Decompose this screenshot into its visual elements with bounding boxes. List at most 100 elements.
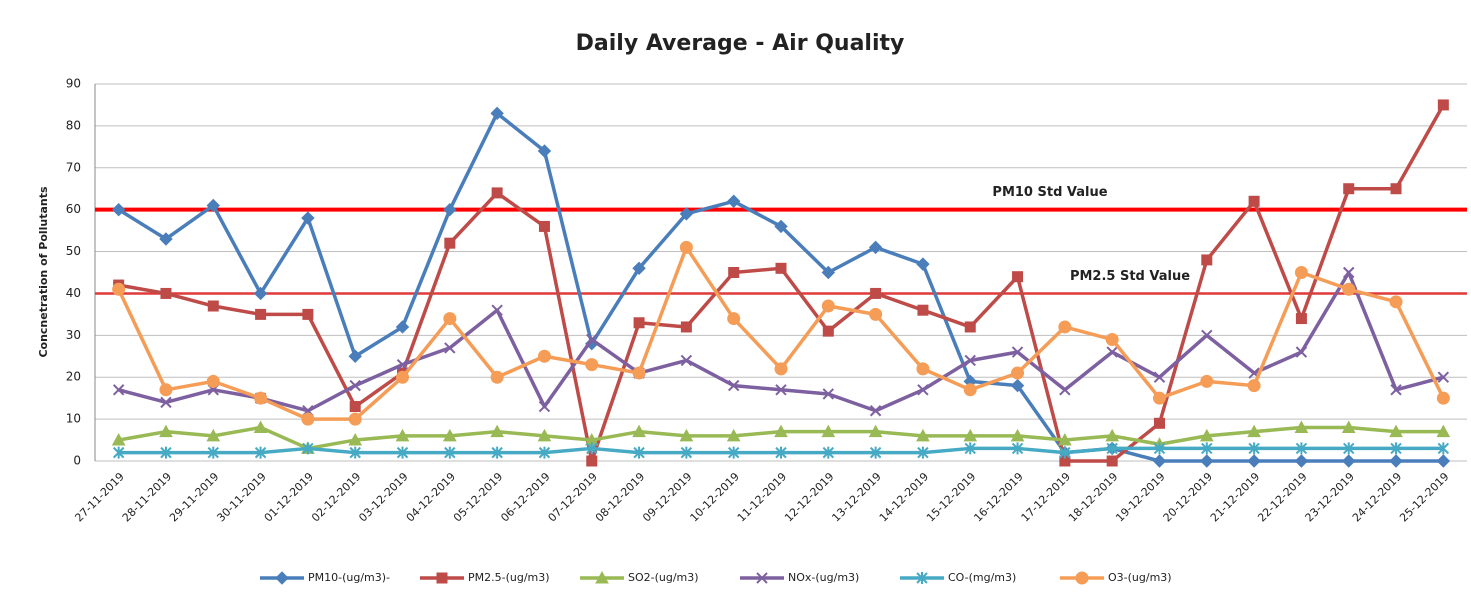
marker (1437, 442, 1450, 455)
marker (822, 325, 834, 337)
marker (964, 442, 976, 455)
chart-title: Daily Average - Air Quality (576, 31, 905, 56)
y-tick-label: 30 (66, 328, 81, 342)
x-tick-label: 23-12-2019 (1303, 470, 1357, 524)
marker (1294, 454, 1309, 468)
marker (680, 446, 693, 459)
marker (586, 333, 598, 346)
marker (1058, 320, 1072, 334)
marker (822, 388, 835, 400)
marker (1247, 379, 1261, 393)
marker (679, 428, 694, 442)
marker (395, 320, 410, 334)
marker (775, 384, 787, 396)
marker (111, 433, 126, 446)
x-tick-label: 12-12-2019 (782, 470, 836, 524)
marker (1059, 446, 1071, 459)
marker (1389, 454, 1403, 468)
marker (1152, 391, 1166, 405)
marker (1152, 454, 1167, 468)
marker (1390, 183, 1402, 195)
x-tick-label: 04-12-2019 (404, 470, 458, 524)
marker (727, 446, 740, 459)
marker (632, 424, 646, 438)
legend-marker (436, 572, 448, 584)
marker (206, 428, 221, 442)
marker (301, 412, 315, 426)
marker (870, 287, 882, 299)
marker (255, 308, 267, 320)
marker (585, 358, 599, 372)
marker (869, 405, 882, 417)
marker (112, 282, 126, 296)
y-tick-label: 80 (66, 118, 81, 132)
marker (1153, 417, 1165, 429)
x-tick-label: 09-12-2019 (640, 470, 694, 524)
marker (1342, 454, 1356, 468)
marker (1247, 454, 1261, 468)
x-tick-label: 29-11-2019 (167, 470, 221, 524)
marker (917, 304, 929, 316)
marker (443, 202, 457, 217)
marker (444, 237, 456, 249)
x-tick-label: 25-12-2019 (1397, 470, 1451, 524)
marker (442, 428, 457, 442)
marker (1153, 371, 1166, 383)
x-tick-label: 16-12-2019 (971, 470, 1025, 524)
x-tick-label: 14-12-2019 (877, 470, 931, 524)
y-axis-label: Concnetration of Pollutants (37, 186, 50, 358)
marker (632, 261, 646, 276)
x-tick-label: 24-12-2019 (1350, 470, 1404, 524)
legend-marker (1075, 571, 1089, 585)
marker (349, 446, 361, 459)
marker (490, 424, 504, 438)
marker (822, 446, 835, 459)
marker (916, 428, 930, 442)
marker (726, 194, 741, 208)
marker (1106, 346, 1118, 358)
marker (396, 446, 409, 459)
marker (586, 455, 598, 467)
marker (444, 342, 456, 354)
marker (206, 198, 220, 213)
marker (821, 265, 836, 280)
marker (538, 220, 550, 232)
marker (964, 354, 976, 367)
marker (160, 287, 172, 299)
x-tick-label: 03-12-2019 (356, 470, 410, 524)
x-tick-label: 30-11-2019 (214, 470, 268, 524)
marker (348, 349, 362, 363)
marker (1201, 442, 1213, 455)
marker (1199, 428, 1214, 442)
marker (586, 442, 598, 455)
marker (537, 144, 552, 158)
marker (679, 207, 694, 221)
marker (1106, 442, 1118, 455)
marker (301, 211, 315, 225)
marker (349, 379, 361, 392)
marker (869, 446, 882, 459)
legend-marker (275, 571, 289, 585)
x-tick-label: 13-12-2019 (829, 470, 883, 524)
marker (1010, 428, 1025, 442)
marker (302, 442, 314, 455)
marker (963, 428, 978, 442)
legend-marker (916, 572, 928, 584)
marker (1011, 366, 1025, 380)
y-tick-label: 10 (66, 412, 81, 426)
marker (1436, 454, 1451, 468)
x-tick-label: 10-12-2019 (688, 470, 742, 524)
x-tick-label: 07-12-2019 (546, 470, 600, 524)
y-tick-label: 90 (66, 77, 81, 91)
marker (916, 362, 930, 376)
legend-marker (756, 572, 768, 584)
marker (538, 446, 551, 459)
marker (1294, 420, 1309, 433)
legend-label: CO-(mg/m3) (948, 571, 1016, 584)
marker (868, 424, 883, 438)
marker (1390, 384, 1402, 396)
marker (207, 300, 219, 312)
legend-label: NOx-(ug/m3) (788, 571, 859, 584)
marker (396, 358, 409, 371)
marker (633, 446, 645, 459)
